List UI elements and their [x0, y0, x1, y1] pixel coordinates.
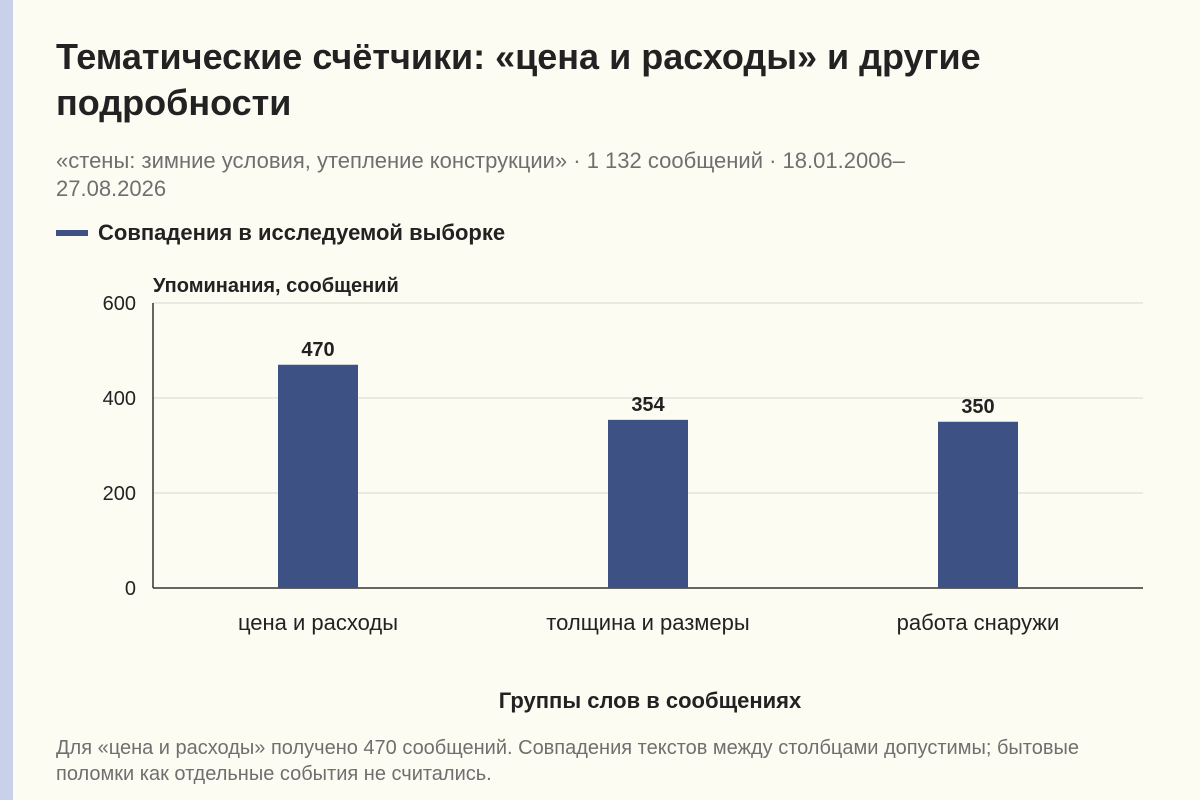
y-tick-label: 0	[125, 578, 136, 600]
legend-label: Совпадения в исследуемой выборке	[98, 220, 506, 245]
y-tick-label: 200	[103, 483, 136, 505]
bar-chart: 0 200 400 600 Упоминания, сообщений 470 цена и…	[103, 275, 1143, 713]
y-tick-label: 400	[103, 388, 136, 410]
bar-1	[278, 364, 358, 588]
chart-subtitle: «стены: зимние условия, утепление констр…	[56, 148, 905, 201]
x-tick-label: толщина и размеры	[546, 610, 749, 635]
bar-3	[938, 421, 1018, 588]
x-axis-label: Группы слов в сообщениях	[499, 688, 802, 713]
data-label: 350	[961, 396, 994, 418]
y-axis-label: Упоминания, сообщений	[153, 275, 399, 297]
bar-2	[608, 419, 688, 588]
footnote: Для «цена и расходы» получено 470 сообще…	[56, 737, 1079, 785]
left-accent-strip	[0, 0, 13, 800]
chart-title: Тематические счётчики: «цена и расходы» …	[56, 36, 981, 123]
data-label: 470	[301, 339, 334, 361]
legend-swatch	[56, 230, 88, 236]
legend: Совпадения в исследуемой выборке	[56, 218, 505, 248]
y-tick-label: 600	[103, 293, 136, 315]
x-tick-label: цена и расходы	[238, 610, 398, 635]
x-tick-label: работа снаружи	[897, 610, 1060, 635]
data-label: 354	[631, 394, 665, 416]
